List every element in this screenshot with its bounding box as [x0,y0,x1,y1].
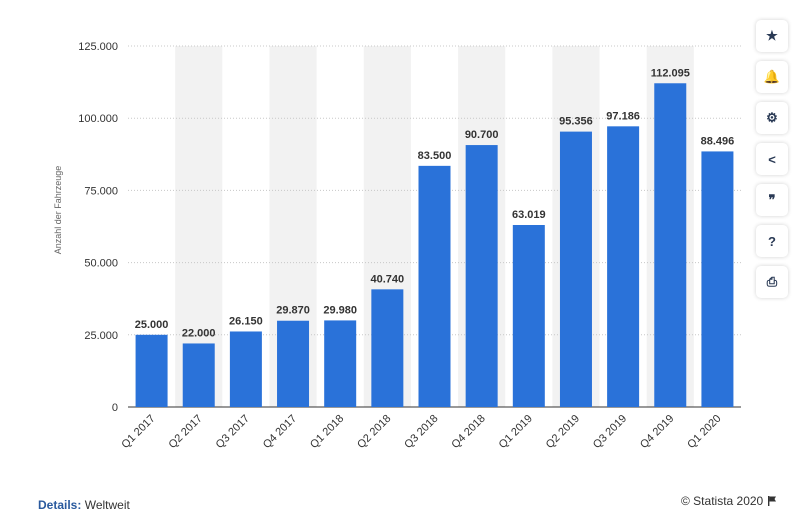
notification-bell-icon: 🔔 [763,69,781,84]
tool-sidebar: ★ 🔔 ⚙ < ❞? ⎙ [756,20,790,307]
x-tick-label: Q1 2019 [497,413,535,451]
y-tick-label: 75.000 [84,185,118,197]
data-label: 29.870 [276,305,310,317]
details-note: Details: Weltweit [38,498,130,512]
x-tick-label: Q1 2017 [119,413,157,451]
settings-gear-button[interactable]: ⚙ [756,102,788,134]
bar[interactable] [182,343,215,407]
x-tick-label: Q3 2017 [214,413,252,451]
copyright-note[interactable]: © Statista 2020 [681,494,777,508]
bar[interactable] [418,165,451,407]
favorite-star-icon: ★ [766,28,778,43]
data-label: 97.186 [606,110,640,122]
data-label: 26.150 [229,315,263,327]
x-tick-label: Q4 2017 [261,413,299,451]
x-tick-label: Q4 2019 [638,413,676,451]
share-icon: < [768,151,776,167]
settings-gear-icon: ⚙ [766,110,778,125]
bar[interactable] [559,131,592,407]
notification-bell-button[interactable]: 🔔 [756,61,788,93]
copyright-text: © Statista 2020 [681,494,764,508]
x-tick-label: Q2 2017 [167,413,205,451]
y-tick-label: 0 [112,402,118,414]
data-label: 22.000 [182,327,216,339]
x-tick-label: Q2 2018 [355,413,393,451]
y-tick-label: 125.000 [78,41,118,53]
citation-quote-icon: ❞ [768,192,776,207]
data-label: 25.000 [135,319,169,331]
share-button[interactable]: < [756,143,788,175]
x-tick-label: Q2 2019 [544,413,582,451]
details-label: Details: [38,498,82,512]
bar[interactable] [371,289,404,407]
bar[interactable] [701,151,734,407]
help-question-icon: ? [768,233,776,249]
details-value: Weltweit [84,498,130,512]
data-label: 90.700 [465,129,499,141]
data-label: 112.095 [651,67,690,79]
data-label: 63.019 [512,209,546,221]
favorite-star-button[interactable]: ★ [756,20,788,52]
x-tick-label: Q3 2018 [402,413,440,451]
bar[interactable] [277,320,310,407]
bar[interactable] [135,334,168,407]
bar[interactable] [654,83,687,407]
bar[interactable] [607,126,640,407]
data-label: 29.980 [323,304,357,316]
y-tick-label: 100.000 [78,113,118,125]
bar[interactable] [512,225,545,407]
bar[interactable] [465,145,498,407]
data-label: 88.496 [701,135,735,147]
data-label: 95.356 [559,116,593,128]
print-icon: ⎙ [766,274,778,289]
y-tick-label: 25.000 [84,330,118,342]
print-button[interactable]: ⎙ [756,266,788,298]
help-question-button[interactable]: ? [756,225,788,257]
y-tick-label: 50.000 [84,258,118,270]
data-label: 83.500 [418,150,452,162]
x-tick-label: Q4 2018 [449,413,487,451]
bar-chart: 0 25.000 50.000 75.000 100.000 125.000 Anzahl … [53,41,741,451]
y-axis-label: Anzahl der Fahrzeuge [53,166,63,255]
bar[interactable] [229,331,262,407]
data-label: 40.740 [371,273,405,285]
x-tick-label: Q1 2020 [685,413,723,451]
x-tick-label: Q3 2019 [591,413,629,451]
bar[interactable] [324,320,357,407]
flag-icon [768,496,777,506]
x-tick-label: Q1 2018 [308,413,346,451]
citation-quote-button[interactable]: ❞ [756,184,788,216]
